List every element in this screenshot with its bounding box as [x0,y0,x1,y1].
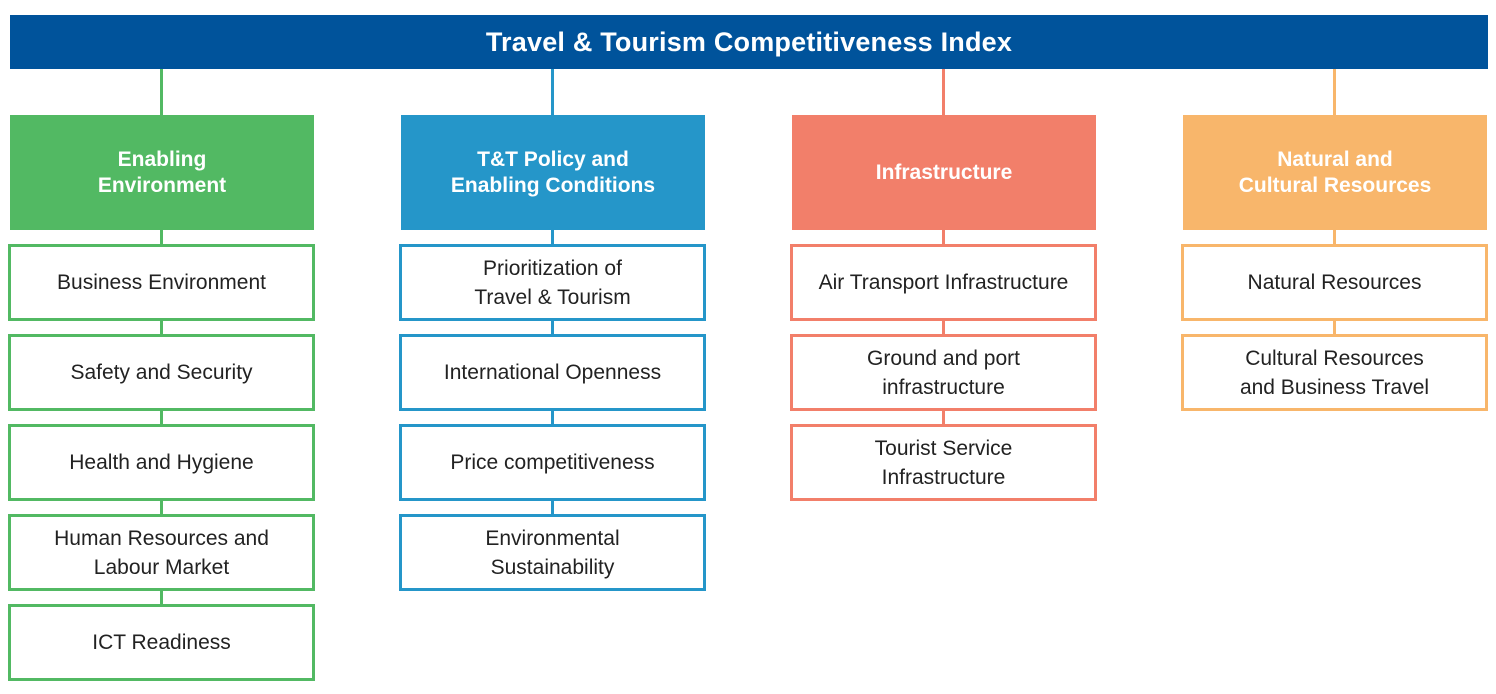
index-title: Travel & Tourism Competitiveness Index [485,26,1013,57]
pillar-column: T&T Policy and Enabling Conditions Priori… [399,0,706,694]
sub-pillar-box: Ground and port infrastructure [790,334,1097,411]
sub-pillar-box: ICT Readiness [8,604,315,681]
sub-pillar-label: Safety and Security [70,361,253,384]
connector-line [551,411,554,425]
sub-pillar-label: Cultural Resources and Business Travel [1239,346,1430,399]
sub-pillar-box: Tourist Service Infrastructure [790,424,1097,501]
connector-line [551,69,554,115]
connector-line [1333,69,1336,115]
sub-pillar-box: Price competitiveness [399,424,706,501]
pillar-column: Infrastructure Air Transport Infrastructu… [790,0,1097,694]
connector-line [942,411,945,425]
sub-pillar-label: Air Transport Infrastructure [818,271,1069,294]
pillar-column: Natural and Cultural Resources Natural Re… [1181,0,1488,694]
pillar-header: Infrastructure [792,115,1096,230]
connector-line [160,230,163,245]
sub-pillar-box: Business Environment [8,244,315,321]
sub-pillar-box: Human Resources and Labour Market [8,514,315,591]
connector-line [551,230,554,245]
connector-line [942,69,945,115]
sub-pillar-box: International Openness [399,334,706,411]
sub-pillar-label: Health and Hygiene [69,451,254,474]
pillar-label: Natural and Cultural Resources [1238,147,1432,197]
sub-pillar-label: Tourist Service Infrastructure [874,436,1013,489]
sub-pillar-label: Prioritization of Travel & Tourism [474,256,631,309]
pillar-header: Enabling Environment [10,115,314,230]
sub-pillar-label: International Openness [443,361,662,384]
sub-pillar-label: Human Resources and Labour Market [54,526,269,579]
sub-pillar-label: Price competitiveness [450,451,655,474]
connector-line [942,230,945,245]
connector-line [160,411,163,425]
pillar-header: Natural and Cultural Resources [1183,115,1487,230]
connector-line [1333,230,1336,245]
connector-line [551,501,554,515]
pillar-header: T&T Policy and Enabling Conditions [401,115,705,230]
sub-pillar-label: Ground and port infrastructure [867,346,1020,399]
connector-line [160,321,163,335]
sub-pillar-box: Natural Resources [1181,244,1488,321]
connector-line [160,69,163,115]
connector-line [942,321,945,335]
connector-line [160,591,163,605]
sub-pillar-label: Environmental Sustainability [485,526,620,579]
pillar-label: Infrastructure [875,160,1013,184]
connector-line [1333,321,1336,335]
sub-pillar-box: Safety and Security [8,334,315,411]
sub-pillar-box: Prioritization of Travel & Tourism [399,244,706,321]
sub-pillar-label: Natural Resources [1247,271,1422,294]
pillar-label: T&T Policy and Enabling Conditions [450,147,656,197]
sub-pillar-label: Business Environment [57,271,266,294]
sub-pillar-box: Cultural Resources and Business Travel [1181,334,1488,411]
connector-line [160,501,163,515]
pillar-column: Enabling Environment Business Environment… [8,0,315,694]
pillar-label: Enabling Environment [97,147,227,197]
sub-pillar-box: Air Transport Infrastructure [790,244,1097,321]
sub-pillar-box: Health and Hygiene [8,424,315,501]
sub-pillar-label: ICT Readiness [92,631,231,654]
index-title-bar: Travel & Tourism Competitiveness Index [10,15,1488,69]
connector-line [551,321,554,335]
sub-pillar-box: Environmental Sustainability [399,514,706,591]
